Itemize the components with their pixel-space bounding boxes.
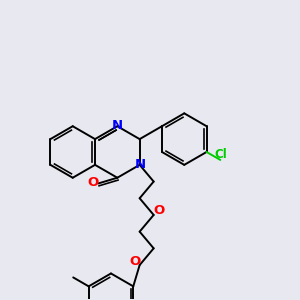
Text: Cl: Cl [214,148,227,161]
Text: N: N [112,119,123,132]
Text: O: O [129,255,140,268]
Text: N: N [135,158,146,171]
Text: O: O [153,205,164,218]
Text: O: O [88,176,99,189]
